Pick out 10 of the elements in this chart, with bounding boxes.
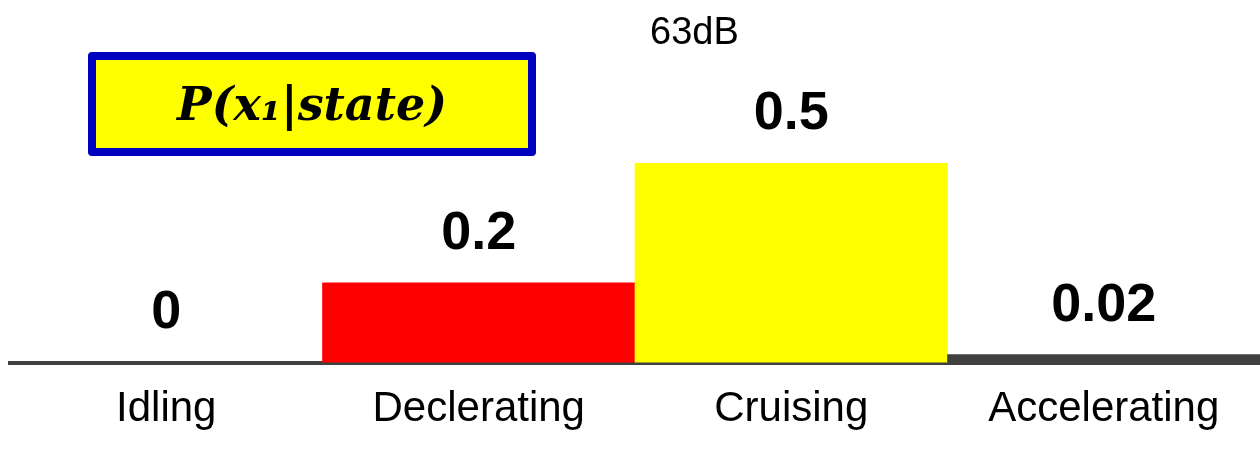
data-label: 0.02 [1051,271,1157,332]
data-label: 0.2 [441,199,517,260]
text: 63dB [650,10,739,53]
data-label: 0.5 [753,79,829,140]
x-tick-label: Cruising [714,383,869,431]
x-tick-label: Declerating [372,383,585,431]
x-tick-label: Idling [116,383,217,431]
chart-title: P(x₁|state) [88,52,536,156]
x-tick-label: Accelerating [988,383,1220,431]
data-label: 0 [151,279,182,340]
